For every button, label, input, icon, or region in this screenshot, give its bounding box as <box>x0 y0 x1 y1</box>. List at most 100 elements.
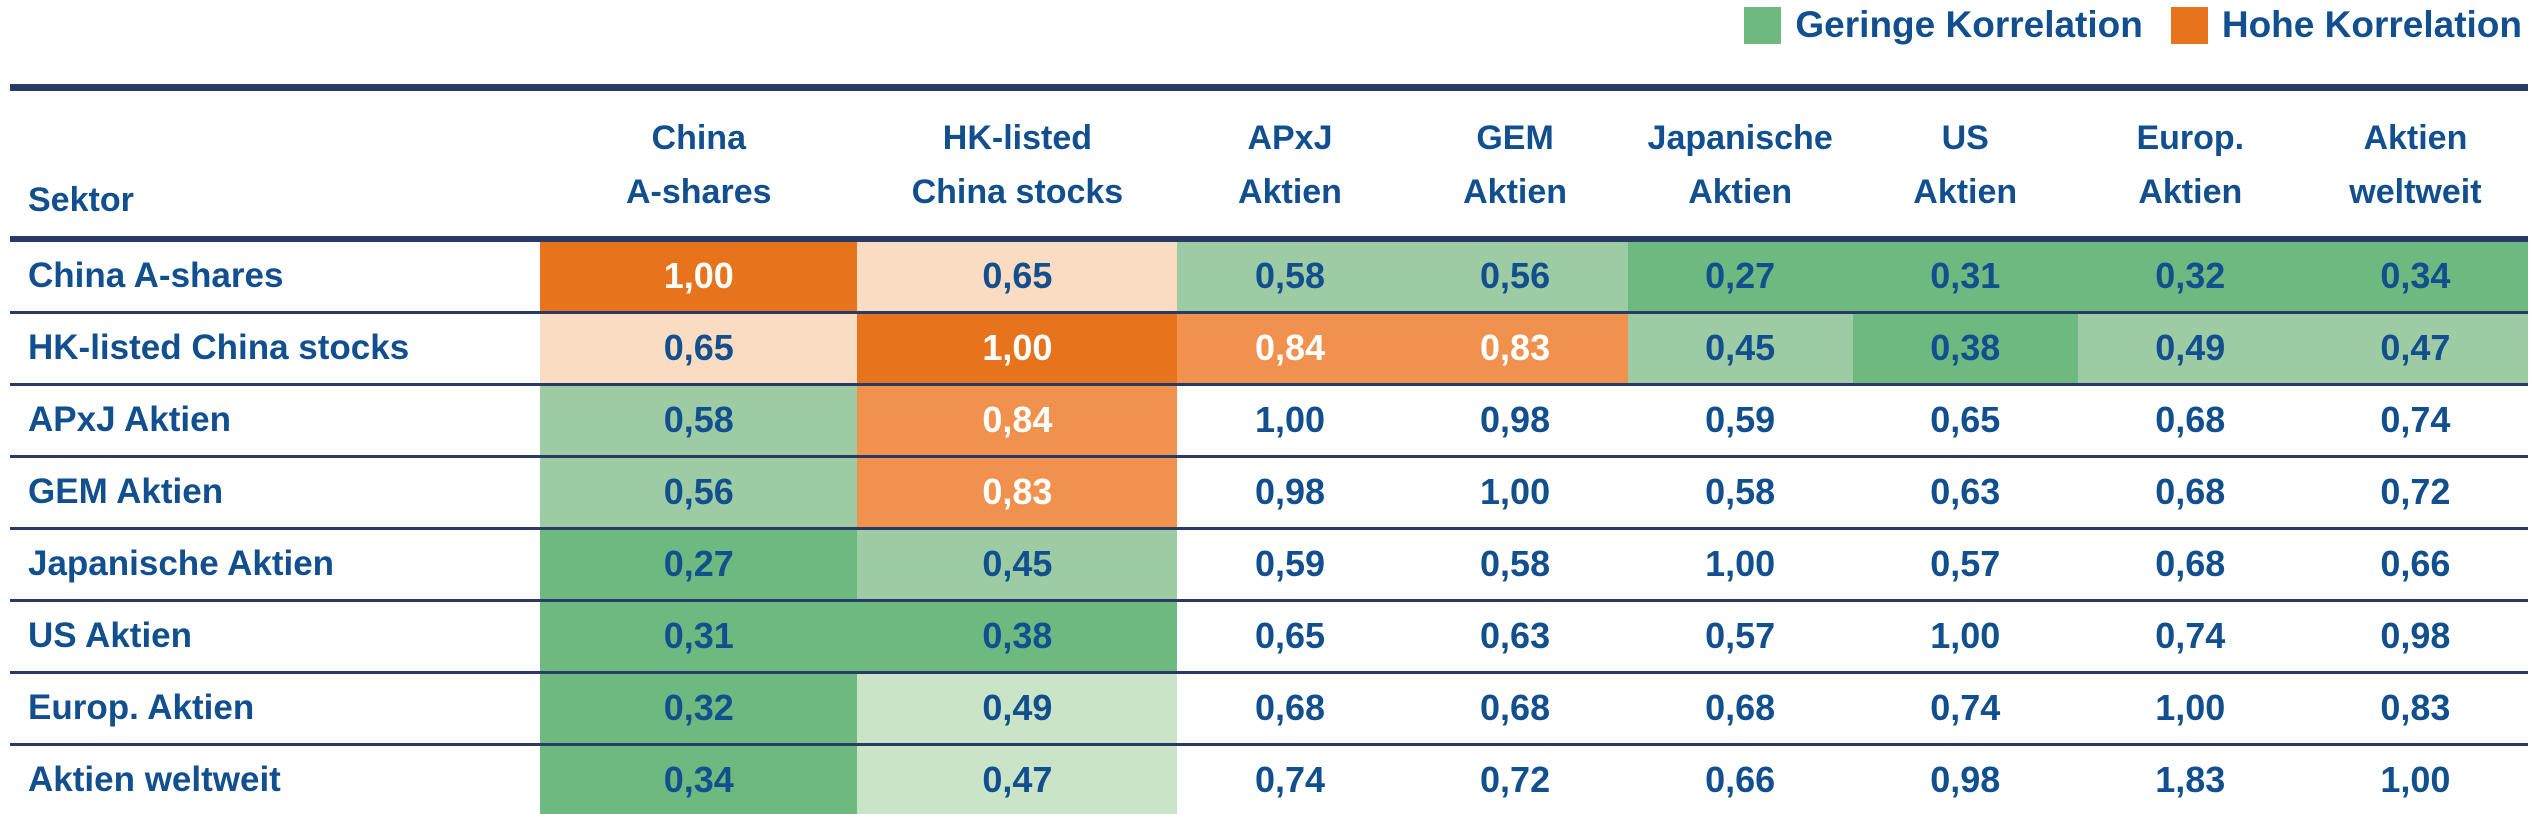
matrix-cell-r6-c5: 0,57 <box>1627 600 1853 674</box>
matrix-cell-r1-c5: 0,27 <box>1627 238 1853 314</box>
matrix-cell-r7-c1: 0,32 <box>540 672 858 746</box>
matrix-cell-r4-c2: 0,83 <box>857 456 1178 530</box>
row-label: US Aktien <box>10 600 541 674</box>
table-row-1: China A-shares 1,00 0,65 0,58 0,56 0,27 0,31 0,… <box>10 238 2528 314</box>
header-row: Sektor China A-shares HK-listed China stock… <box>10 87 2528 242</box>
matrix-cell-r2-c3: 0,84 <box>1177 312 1403 386</box>
matrix-cell-r4-c6: 0,63 <box>1852 456 2078 530</box>
matrix-cell-r8-c5: 0,66 <box>1627 744 1853 814</box>
legend-item-high-correlation: Hohe Korrelation <box>2170 4 2522 46</box>
matrix-cell-r4-c4: 1,00 <box>1402 456 1628 530</box>
matrix-cell-r7-c5: 0,68 <box>1627 672 1853 746</box>
matrix-cell-r2-c5: 0,45 <box>1627 312 1853 386</box>
matrix-cell-r6-c4: 0,63 <box>1402 600 1628 674</box>
matrix-cell-r5-c8: 0,66 <box>2302 528 2528 602</box>
matrix-cell-r7-c4: 0,68 <box>1402 672 1628 746</box>
matrix-cell-r5-c1: 0,27 <box>540 528 858 602</box>
column-header-3: APxJ Aktien <box>1177 87 1403 242</box>
matrix-cell-r2-c1: 0,65 <box>540 312 858 386</box>
table-row-7: Europ. Aktien 0,32 0,49 0,68 0,68 0,68 0,74 1,0… <box>10 672 2528 746</box>
matrix-cell-r1-c4: 0,56 <box>1402 238 1628 314</box>
matrix-cell-r1-c8: 0,34 <box>2302 238 2528 314</box>
matrix-cell-r4-c7: 0,68 <box>2077 456 2303 530</box>
low-correlation-swatch-icon <box>1744 6 1782 44</box>
table-row-3: APxJ Aktien 0,58 0,84 1,00 0,98 0,59 0,65 0,68 0… <box>10 384 2528 458</box>
matrix-cell-r3-c4: 0,98 <box>1402 384 1628 458</box>
matrix-cell-r8-c3: 0,74 <box>1177 744 1403 814</box>
table-row-6: US Aktien 0,31 0,38 0,65 0,63 0,57 1,00 0,74 0,9… <box>10 600 2528 674</box>
high-correlation-swatch-icon <box>2170 6 2208 44</box>
row-label: GEM Aktien <box>10 456 541 530</box>
matrix-cell-r1-c2: 0,65 <box>857 238 1178 314</box>
column-header-7: Europ. Aktien <box>2077 87 2303 242</box>
matrix-cell-r6-c2: 0,38 <box>857 600 1178 674</box>
matrix-cell-r7-c2: 0,49 <box>857 672 1178 746</box>
matrix-cell-r8-c7: 1,83 <box>2077 744 2303 814</box>
matrix-cell-r1-c6: 0,31 <box>1852 238 2078 314</box>
matrix-cell-r1-c1: 1,00 <box>540 238 858 314</box>
table-row-2: HK-listed China stocks 0,65 1,00 0,84 0,83 0,… <box>10 312 2528 386</box>
matrix-cell-r2-c2: 1,00 <box>857 312 1178 386</box>
row-label: China A-shares <box>10 238 541 314</box>
matrix-cell-r3-c7: 0,68 <box>2077 384 2303 458</box>
matrix-cell-r5-c3: 0,59 <box>1177 528 1403 602</box>
correlation-table: Sektor China A-shares HK-listed China stock… <box>10 84 2528 814</box>
matrix-cell-r8-c2: 0,47 <box>857 744 1178 814</box>
matrix-cell-r6-c8: 0,98 <box>2302 600 2528 674</box>
table-row-4: GEM Aktien 0,56 0,83 0,98 1,00 0,58 0,63 0,68 0,… <box>10 456 2528 530</box>
matrix-cell-r4-c5: 0,58 <box>1627 456 1853 530</box>
corner-header-sektor: Sektor <box>10 87 541 242</box>
matrix-cell-r8-c1: 0,34 <box>540 744 858 814</box>
table-row-5: Japanische Aktien 0,27 0,45 0,59 0,58 1,00 0,5… <box>10 528 2528 602</box>
matrix-cell-r5-c4: 0,58 <box>1402 528 1628 602</box>
matrix-cell-r7-c8: 0,83 <box>2302 672 2528 746</box>
matrix-cell-r2-c7: 0,49 <box>2077 312 2303 386</box>
column-header-5: Japanische Aktien <box>1627 87 1853 242</box>
matrix-cell-r7-c7: 1,00 <box>2077 672 2303 746</box>
matrix-cell-r8-c6: 0,98 <box>1852 744 2078 814</box>
column-header-6: US Aktien <box>1852 87 2078 242</box>
column-header-8: Aktien weltweit <box>2302 87 2528 242</box>
table-header: Sektor China A-shares HK-listed China stock… <box>10 87 2528 242</box>
matrix-cell-r1-c7: 0,32 <box>2077 238 2303 314</box>
matrix-cell-r6-c7: 0,74 <box>2077 600 2303 674</box>
legend: Geringe Korrelation Hohe Korrelation <box>1744 4 2522 46</box>
matrix-cell-r6-c1: 0,31 <box>540 600 858 674</box>
row-label: APxJ Aktien <box>10 384 541 458</box>
matrix-cell-r6-c3: 0,65 <box>1177 600 1403 674</box>
matrix-cell-r3-c1: 0,58 <box>540 384 858 458</box>
row-label: Europ. Aktien <box>10 672 541 746</box>
matrix-cell-r3-c3: 1,00 <box>1177 384 1403 458</box>
row-label: Aktien weltweit <box>10 744 541 814</box>
matrix-cell-r3-c5: 0,59 <box>1627 384 1853 458</box>
matrix-cell-r6-c6: 1,00 <box>1852 600 2078 674</box>
matrix-cell-r8-c4: 0,72 <box>1402 744 1628 814</box>
matrix-cell-r5-c5: 1,00 <box>1627 528 1853 602</box>
column-header-4: GEM Aktien <box>1402 87 1628 242</box>
matrix-cell-r3-c6: 0,65 <box>1852 384 2078 458</box>
matrix-cell-r8-c8: 1,00 <box>2302 744 2528 814</box>
matrix-cell-r1-c3: 0,58 <box>1177 238 1403 314</box>
matrix-cell-r5-c6: 0,57 <box>1852 528 2078 602</box>
matrix-cell-r3-c2: 0,84 <box>857 384 1178 458</box>
matrix-cell-r2-c4: 0,83 <box>1402 312 1628 386</box>
matrix-cell-r4-c8: 0,72 <box>2302 456 2528 530</box>
column-header-1: China A-shares <box>540 87 858 242</box>
high-correlation-label: Hohe Korrelation <box>2221 4 2522 45</box>
row-label: Japanische Aktien <box>10 528 541 602</box>
matrix-cell-r2-c6: 0,38 <box>1852 312 2078 386</box>
matrix-cell-r4-c3: 0,98 <box>1177 456 1403 530</box>
matrix-cell-r3-c8: 0,74 <box>2302 384 2528 458</box>
table-row-8: Aktien weltweit 0,34 0,47 0,74 0,72 0,66 0,98 1… <box>10 744 2528 814</box>
row-label: HK-listed China stocks <box>10 312 541 386</box>
matrix-cell-r7-c3: 0,68 <box>1177 672 1403 746</box>
table-body: China A-shares 1,00 0,65 0,58 0,56 0,27 0,31 0,… <box>10 238 2528 814</box>
matrix-cell-r2-c8: 0,47 <box>2302 312 2528 386</box>
legend-item-low-correlation: Geringe Korrelation <box>1744 4 2143 46</box>
matrix-cell-r5-c2: 0,45 <box>857 528 1178 602</box>
low-correlation-label: Geringe Korrelation <box>1795 4 2143 45</box>
column-header-2: HK-listed China stocks <box>857 87 1178 242</box>
matrix-cell-r4-c1: 0,56 <box>540 456 858 530</box>
matrix-cell-r7-c6: 0,74 <box>1852 672 2078 746</box>
